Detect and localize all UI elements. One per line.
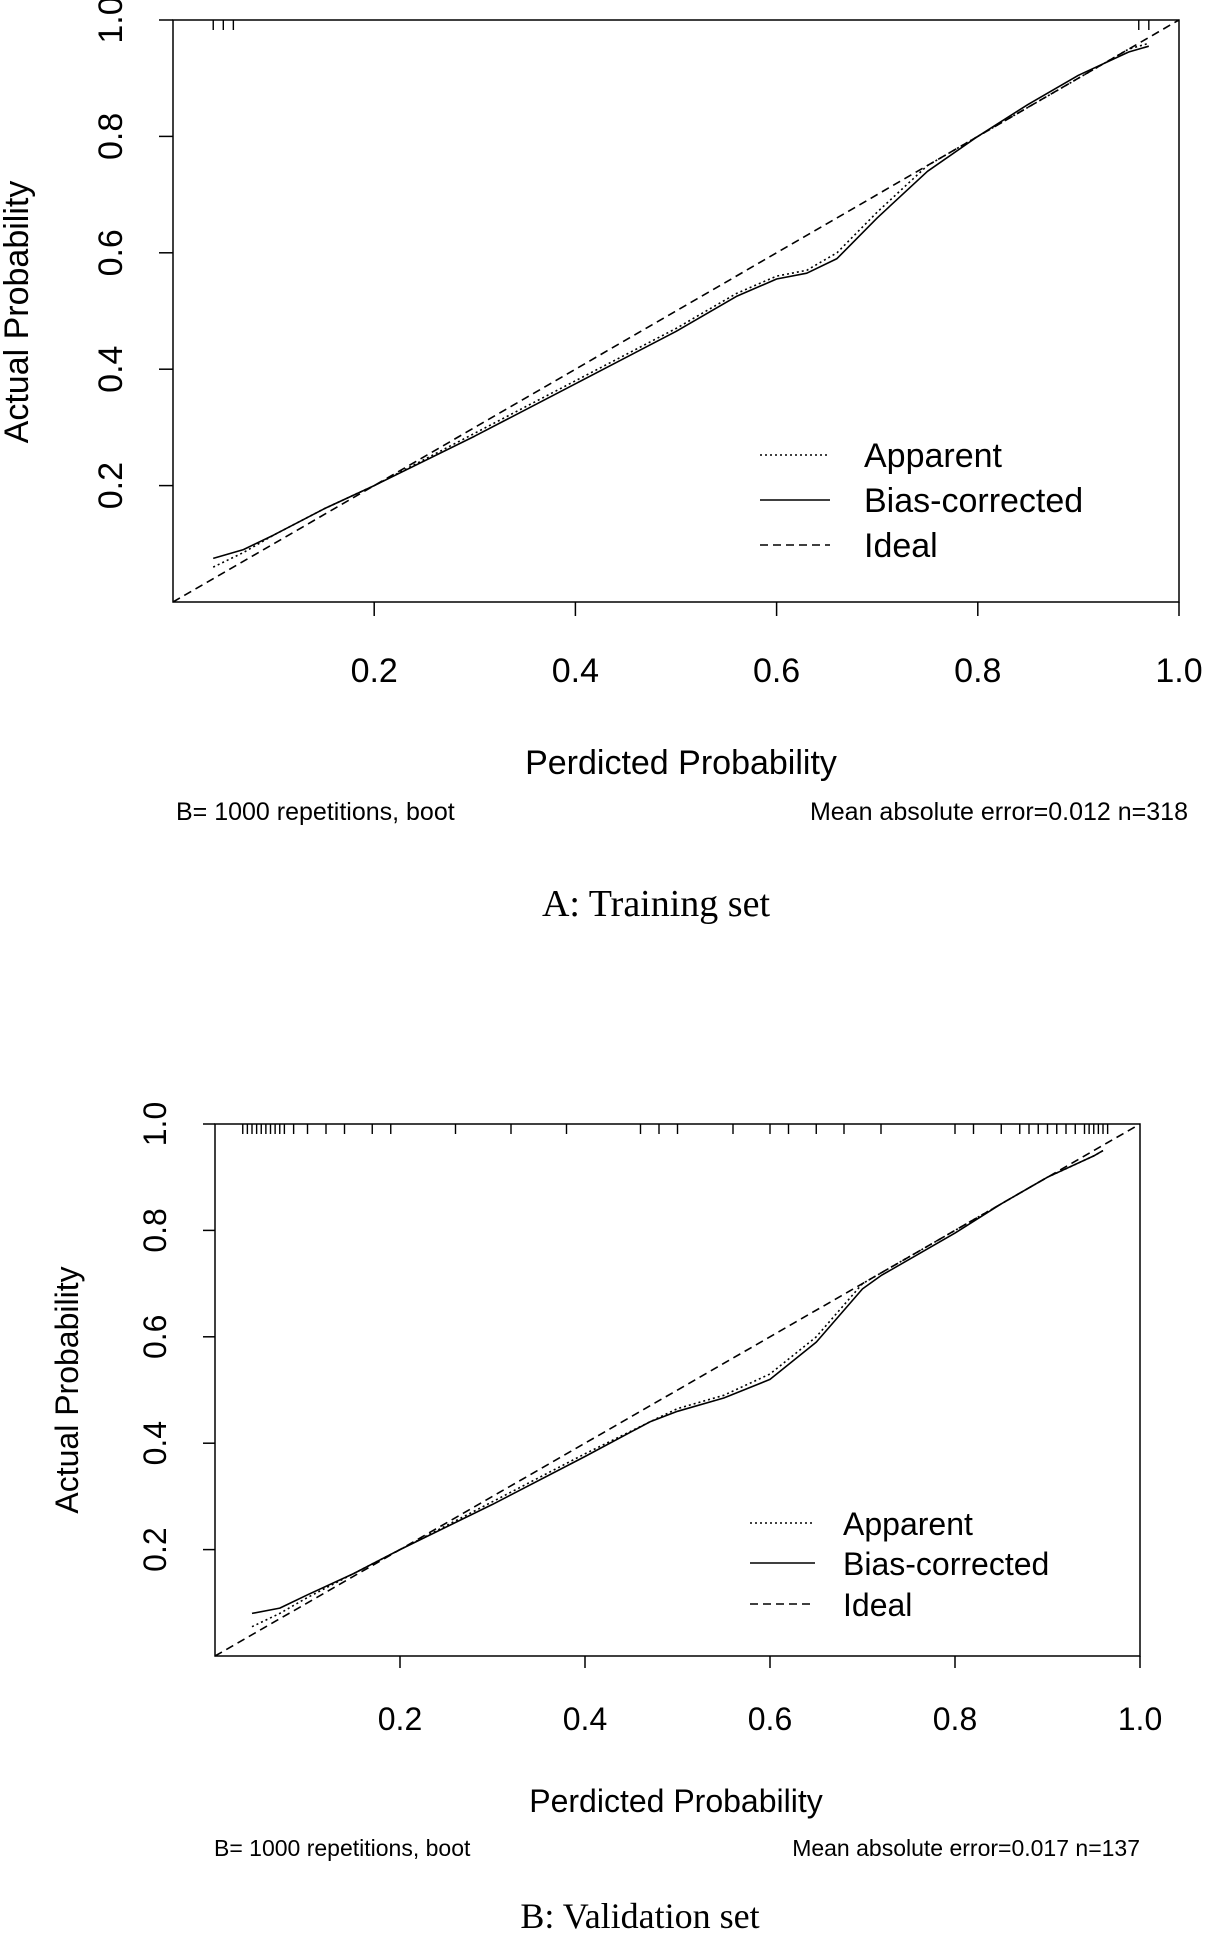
series-line-ideal-training <box>172 19 1180 603</box>
plot-frame <box>172 19 1180 603</box>
legend-validation: Apparent Bias-corrected Ideal <box>750 1506 1049 1623</box>
x-tick-label: 0.6 <box>753 652 800 690</box>
panel-caption-training: A: Training set <box>542 883 770 925</box>
y-tick-label: 0.8 <box>137 1208 173 1252</box>
y-tick-label: 0.6 <box>137 1315 173 1359</box>
series-line-ideal-validation <box>214 1123 1141 1657</box>
calibration-plot-validation: 0.2 0.4 0.6 0.8 1.0 0.2 0.4 0.6 0.8 1.0 <box>137 1102 1162 1737</box>
legend-label-bias-corrected: Bias-corrected <box>843 1546 1049 1582</box>
y-axis-label-training: Actual Probability <box>0 181 36 444</box>
legend-label-ideal: Ideal <box>864 527 938 565</box>
x-tick-label: 0.8 <box>933 1701 977 1737</box>
x-tick-label: 0.2 <box>351 652 398 690</box>
x-tick-label: 1.0 <box>1118 1701 1162 1737</box>
series-line-bias-corrected-training <box>212 45 1150 560</box>
panel-training-set: 0.2 0.4 0.6 0.8 1.0 0.2 0.4 0.6 0.8 1.0 Apparent … <box>0 0 1203 925</box>
footnote-left-validation: B= 1000 repetitions, boot <box>214 1835 471 1861</box>
series-line-apparent-validation <box>251 1149 1104 1628</box>
x-tick-label: 0.8 <box>954 652 1001 690</box>
calibration-plot-training: 0.2 0.4 0.6 0.8 1.0 0.2 0.4 0.6 0.8 1.0 <box>92 0 1203 690</box>
y-tick-label: 0.4 <box>137 1421 173 1465</box>
legend-label-ideal: Ideal <box>843 1587 912 1623</box>
panel-validation-set: 0.2 0.4 0.6 0.8 1.0 0.2 0.4 0.6 0.8 1.0 Apparent … <box>49 1102 1162 1934</box>
y-tick-label: 0.2 <box>92 462 130 509</box>
legend-label-apparent: Apparent <box>864 437 1003 475</box>
series-line-bias-corrected-validation <box>251 1149 1104 1615</box>
y-tick-label: 1.0 <box>137 1102 173 1146</box>
x-tick-label: 0.2 <box>378 1701 422 1737</box>
y-axis-label-validation: Actual Probability <box>49 1266 85 1513</box>
y-tick-label: 0.2 <box>137 1527 173 1571</box>
legend-label-bias-corrected: Bias-corrected <box>864 482 1083 520</box>
panel-caption-validation: B: Validation set <box>520 1896 759 1934</box>
legend-label-apparent: Apparent <box>843 1506 973 1542</box>
x-tick-label: 0.4 <box>552 652 599 690</box>
footnote-right-training: Mean absolute error=0.012 n=318 <box>810 798 1188 826</box>
footnote-right-validation: Mean absolute error=0.017 n=137 <box>792 1835 1140 1861</box>
x-tick-label: 0.4 <box>563 1701 607 1737</box>
legend-training: Apparent Bias-corrected Ideal <box>760 437 1083 565</box>
y-tick-label: 1.0 <box>92 0 130 44</box>
x-axis-label-validation: Perdicted Probability <box>529 1783 822 1819</box>
y-tick-label: 0.8 <box>92 113 130 160</box>
x-tick-label: 1.0 <box>1155 652 1202 690</box>
x-axis-label-training: Perdicted Probability <box>525 744 837 782</box>
footnote-left-training: B= 1000 repetitions, boot <box>176 798 455 826</box>
x-tick-label: 0.6 <box>748 1701 792 1737</box>
y-tick-label: 0.4 <box>92 346 130 393</box>
y-tick-label: 0.6 <box>92 229 130 276</box>
